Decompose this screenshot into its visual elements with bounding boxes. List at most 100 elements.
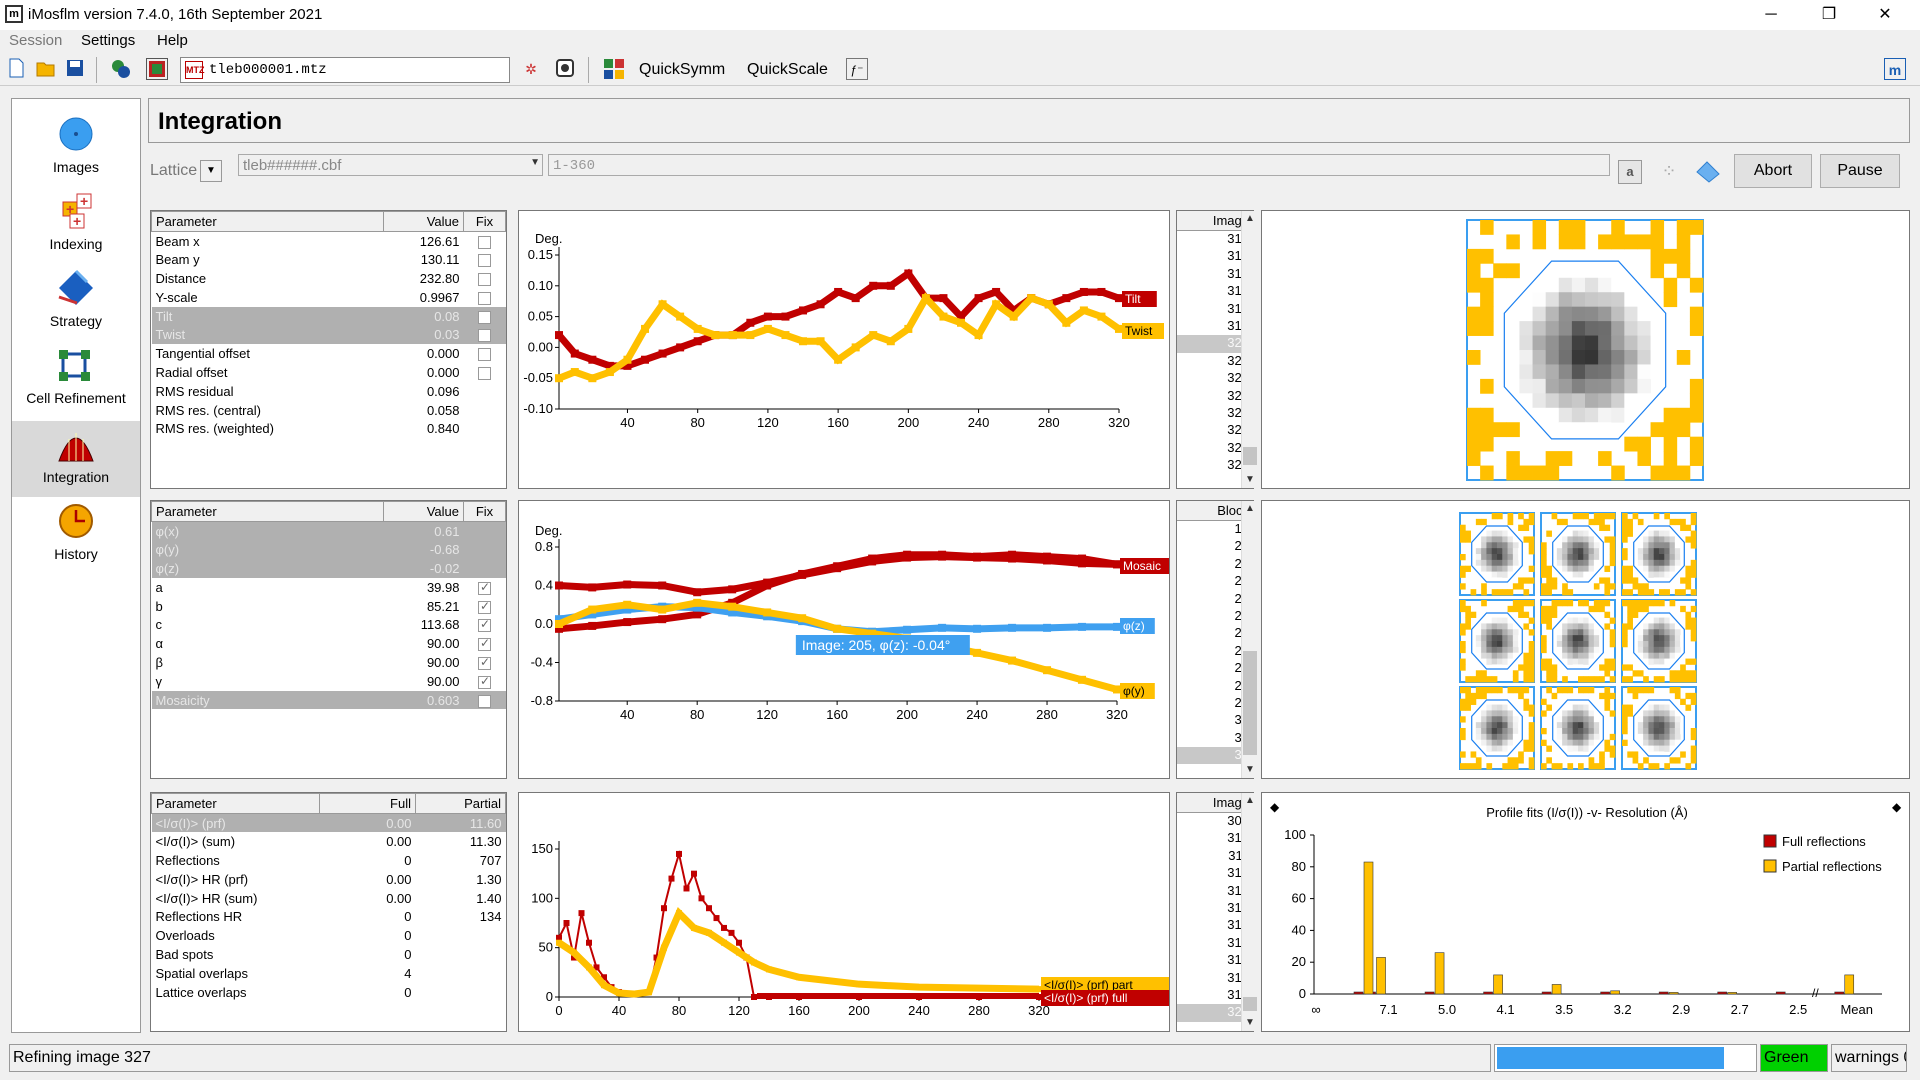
fix-checkbox[interactable] (478, 599, 491, 614)
scroll-thumb[interactable] (1243, 651, 1257, 755)
param-value[interactable]: 85.21 (426, 598, 460, 614)
table-row[interactable]: RMS res. (central) 0.058 (152, 401, 506, 420)
pan-right-icon[interactable]: ◆ (1892, 800, 1902, 814)
table-row[interactable]: Lattice overlaps 0 (152, 983, 506, 1002)
param-value[interactable]: 0.058 (426, 402, 460, 418)
table-row[interactable]: Reflections HR 0 134 (152, 907, 506, 926)
table-row[interactable]: <I/σ(I)> (prf) 0.00 11.60 (151, 813, 506, 833)
param-value[interactable]: -0.68 (383, 540, 464, 560)
add-images-icon[interactable] (110, 58, 132, 80)
param-value[interactable]: 0.096 (426, 383, 460, 399)
table-row[interactable]: Mosaicity 0.603 (151, 690, 506, 710)
param-value[interactable]: 0.000 (426, 346, 460, 362)
table-row[interactable]: φ(y) -0.68 (151, 540, 506, 560)
param-value[interactable]: -0.02 (383, 559, 464, 578)
nav-item-cell-refinement[interactable]: Cell Refinement (12, 342, 140, 418)
param-value[interactable]: 126.61 (419, 233, 460, 249)
param-value[interactable]: 130.11 (420, 252, 460, 268)
table-row[interactable]: <I/σ(I)> HR (prf) 0.00 1.30 (152, 870, 506, 889)
param-value[interactable]: 0.03 (383, 325, 464, 345)
scroll-down-icon[interactable]: ▼ (1245, 474, 1255, 485)
nav-item-strategy[interactable]: Strategy (12, 265, 140, 341)
scroll-up-icon[interactable]: ▲ (1245, 503, 1255, 514)
menu-session[interactable]: Session (9, 32, 63, 49)
fix-checkbox[interactable] (478, 254, 491, 268)
table-row[interactable]: Beam y 130.11 (152, 250, 506, 269)
nav-item-images[interactable]: Images (12, 111, 140, 187)
table-row[interactable]: φ(x) 0.61 (151, 521, 506, 541)
fix-checkbox[interactable] (478, 273, 491, 287)
new-session-icon[interactable] (5, 58, 27, 80)
table-row[interactable]: Reflections 0 707 (152, 851, 506, 870)
minimize-button[interactable]: ─ (1765, 6, 1777, 23)
quicksymm-icon[interactable] (603, 58, 625, 80)
block-list-scrollbar[interactable]: ▲ ▼ (1241, 501, 1258, 778)
menu-help[interactable]: Help (157, 32, 188, 49)
param-value[interactable]: 39.98 (426, 579, 460, 595)
table-row[interactable]: Y-scale 0.9967 (152, 288, 506, 307)
scroll-up-icon[interactable]: ▲ (1245, 795, 1255, 806)
nav-item-indexing[interactable]: + + + Indexing (12, 188, 140, 264)
table-row[interactable]: <I/σ(I)> (sum) 0.00 11.30 (152, 832, 506, 851)
table-row[interactable]: <I/σ(I)> HR (sum) 0.00 1.40 (152, 889, 506, 908)
close-button[interactable]: ✕ (1878, 6, 1892, 23)
lattice-dropdown[interactable]: ▼ (200, 160, 222, 182)
param-value[interactable]: 0.61 (383, 521, 464, 541)
pause-button[interactable]: Pause (1820, 154, 1900, 188)
eraser-icon[interactable] (1693, 160, 1723, 184)
mtz-file-field[interactable]: MTZ tleb000001.mtz (180, 57, 510, 83)
warnings-button[interactable]: warnings 0 (1831, 1044, 1907, 1072)
fix-checkbox[interactable] (478, 291, 491, 305)
table-row[interactable]: Tilt 0.08 (151, 306, 506, 326)
fix-checkbox[interactable] (478, 329, 491, 343)
table-row[interactable]: Radial offset 0.000 (152, 363, 506, 382)
fix-checkbox[interactable] (478, 580, 491, 595)
param-value[interactable]: 0.603 (383, 690, 464, 710)
fix-checkbox[interactable] (478, 235, 491, 249)
table-row[interactable]: α 90.00 (152, 634, 506, 653)
template-dropdown[interactable]: tleb######.cbf ▼ (238, 154, 543, 176)
param-value[interactable]: 0.08 (383, 306, 464, 326)
quicksymm-button[interactable]: QuickSymm (639, 61, 726, 78)
nav-item-history[interactable]: History (12, 498, 140, 574)
quickscale-button[interactable]: QuickScale (747, 61, 828, 78)
fix-checkbox[interactable] (478, 655, 491, 670)
param-value[interactable]: 113.68 (420, 617, 460, 633)
restore-button[interactable]: ❐ (1821, 6, 1837, 23)
param-value[interactable]: 0.000 (426, 364, 460, 380)
image-list-scrollbar[interactable]: ▲ ▼ (1241, 211, 1258, 488)
open-session-icon[interactable] (35, 58, 57, 80)
param-value[interactable]: 90.00 (426, 636, 460, 652)
scroll-thumb[interactable] (1243, 997, 1257, 1011)
fix-checkbox[interactable] (478, 674, 491, 689)
param-value[interactable]: 0.9967 (419, 289, 460, 305)
scroll-down-icon[interactable]: ▼ (1245, 1017, 1255, 1028)
table-row[interactable]: RMS res. (weighted) 0.840 (152, 419, 506, 438)
nav-item-integration[interactable]: Integration (12, 421, 140, 497)
param-value[interactable]: 90.00 (426, 654, 460, 670)
fix-checkbox[interactable] (478, 367, 491, 380)
table-row[interactable]: RMS residual 0.096 (152, 382, 506, 401)
param-value[interactable]: 232.80 (419, 270, 460, 286)
fix-checkbox[interactable] (478, 694, 491, 708)
fix-checkbox[interactable] (478, 310, 491, 324)
fix-checkbox[interactable] (478, 636, 491, 652)
table-row[interactable]: γ 90.00 (152, 672, 506, 691)
table-row[interactable]: Bad spots 0 (152, 945, 506, 964)
scroll-thumb[interactable] (1243, 447, 1257, 465)
table-row[interactable]: Beam x 126.61 (152, 232, 506, 251)
param-value[interactable]: 90.00 (426, 673, 460, 689)
abort-button[interactable]: Abort (1734, 154, 1812, 188)
image-display-icon[interactable] (146, 58, 168, 80)
cancel-icon[interactable]: ✲ (525, 61, 537, 77)
scroll-down-icon[interactable]: ▼ (1245, 764, 1255, 775)
fix-checkbox[interactable] (478, 348, 491, 362)
table-row[interactable]: Distance 232.80 (152, 269, 506, 288)
table-row[interactable]: φ(z) -0.02 (151, 559, 506, 578)
table-row[interactable]: a 39.98 (152, 578, 506, 597)
image-list-2-scrollbar[interactable]: ▲ ▼ (1241, 793, 1258, 1031)
table-row[interactable]: b 85.21 (152, 597, 506, 616)
table-row[interactable]: c 113.68 (152, 615, 506, 634)
auto-icon[interactable]: a (1618, 160, 1642, 184)
pan-left-icon[interactable]: ◆ (1270, 800, 1280, 814)
